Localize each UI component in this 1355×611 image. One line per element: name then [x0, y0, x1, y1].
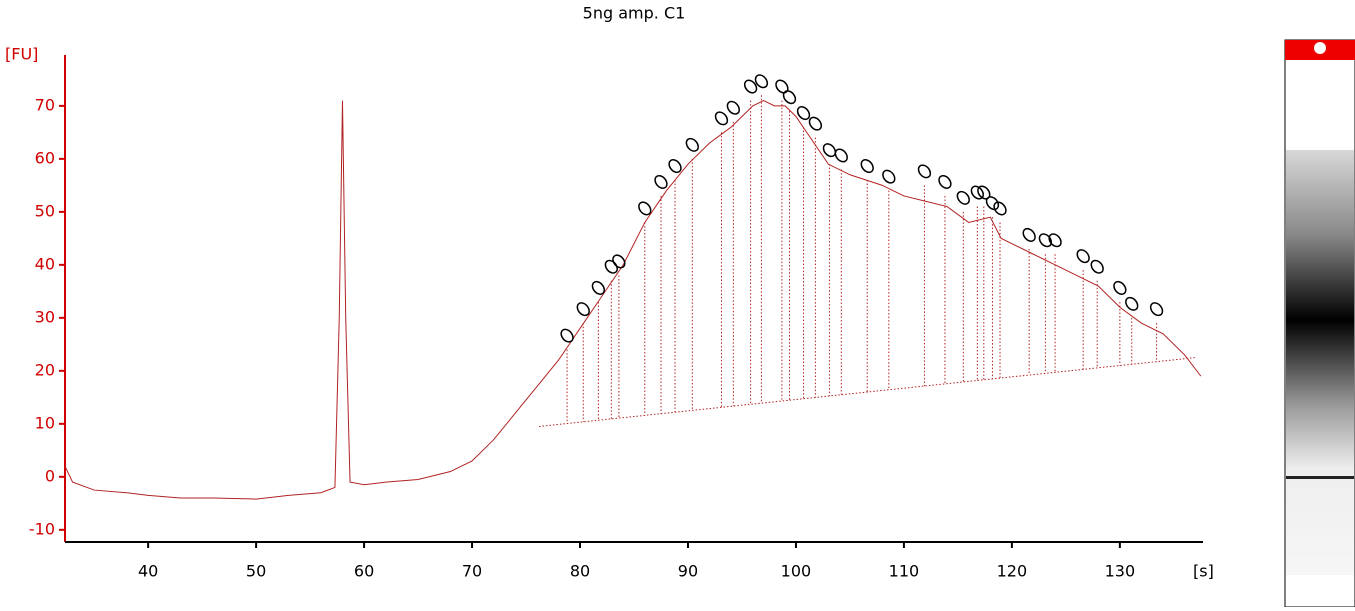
peak-marker — [1076, 249, 1090, 264]
y-tick-label: 30 — [35, 307, 55, 326]
lane-icon — [1314, 42, 1326, 54]
peak-marker — [775, 79, 789, 94]
peak-marker — [1113, 280, 1127, 295]
x-tick-label: 50 — [246, 562, 266, 581]
gel-lane — [1284, 39, 1355, 608]
baseline — [538, 357, 1196, 427]
x-tick-label: 120 — [997, 562, 1028, 581]
peak-marker — [860, 159, 874, 174]
peak-marker — [993, 201, 1007, 216]
peak-marker — [796, 106, 811, 121]
peak-marker — [754, 74, 769, 89]
peak-marker — [834, 148, 848, 163]
chart-title: 5ng amp. C1 — [583, 4, 686, 23]
gel-marker-band — [1286, 476, 1354, 479]
peak-marker — [1149, 302, 1164, 317]
peak-marker — [576, 302, 590, 317]
peak-marker — [638, 201, 652, 216]
peak-marker — [985, 196, 1000, 211]
x-tick-label: 80 — [570, 562, 590, 581]
peak-marker — [1048, 233, 1062, 248]
peak-marker — [654, 174, 668, 189]
x-tick-label: 110 — [889, 562, 920, 581]
peak-marker — [1022, 227, 1036, 242]
peak-marker — [714, 111, 729, 126]
peak-marker — [782, 90, 797, 105]
peak-marker — [685, 137, 699, 152]
peak-marker — [1125, 296, 1139, 311]
peak-marker — [612, 254, 626, 269]
x-tick-label: 90 — [678, 562, 698, 581]
x-tick-label: 70 — [462, 562, 482, 581]
gel-bands — [1286, 150, 1354, 575]
y-tick-label: 20 — [35, 360, 55, 379]
x-tick-label: 100 — [781, 562, 812, 581]
x-tick-label: 60 — [354, 562, 374, 581]
peak-marker — [822, 143, 837, 158]
peak-marker — [591, 280, 606, 295]
x-tick-label: 40 — [138, 562, 158, 581]
peak-marker — [917, 164, 932, 179]
peak-marker — [668, 159, 682, 174]
peak-marker — [808, 116, 823, 131]
y-tick-label: 70 — [35, 95, 55, 114]
peak-marker — [938, 174, 952, 189]
trace-line — [64, 100, 1202, 500]
peak-marker — [604, 259, 618, 274]
y-axis-label: [FU] — [5, 45, 38, 64]
peak-marker — [882, 169, 896, 184]
peak-marker — [560, 328, 574, 343]
peak-marker — [743, 79, 758, 94]
peak-marker — [726, 100, 740, 115]
y-tick-label: -10 — [29, 519, 55, 538]
y-tick-label: 50 — [35, 201, 55, 220]
y-tick-label: 10 — [35, 413, 55, 432]
peak-marker — [956, 190, 970, 205]
y-tick-label: 60 — [35, 148, 55, 167]
y-tick-label: 40 — [35, 254, 55, 273]
x-tick-label: 130 — [1105, 562, 1136, 581]
x-axis-label: [s] — [1193, 562, 1214, 581]
y-tick-label: 0 — [45, 466, 55, 485]
peak-marker — [1090, 259, 1104, 274]
